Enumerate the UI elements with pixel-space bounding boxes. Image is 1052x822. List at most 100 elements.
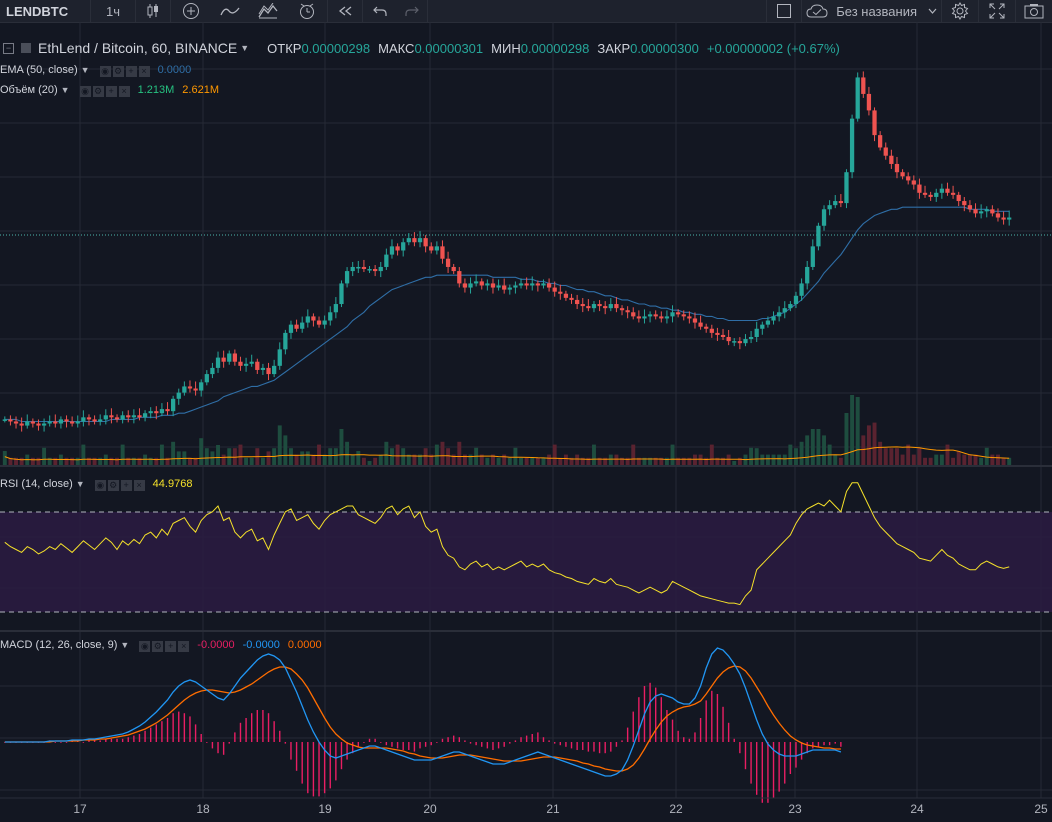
volume-bar xyxy=(810,429,815,465)
candle xyxy=(709,328,714,333)
volume-bar xyxy=(967,454,972,465)
replay-icon[interactable] xyxy=(328,0,362,22)
volume-bar xyxy=(126,457,131,465)
add-icon[interactable]: + xyxy=(120,480,132,491)
chevron-down-icon[interactable]: ▼ xyxy=(80,65,90,75)
macd-hist-bar xyxy=(166,718,169,742)
indicators-icon[interactable] xyxy=(211,0,249,22)
settings-icon[interactable]: ⚙ xyxy=(107,480,119,491)
volume-bar xyxy=(855,397,860,465)
close-icon[interactable]: × xyxy=(178,641,190,652)
alert-icon[interactable] xyxy=(287,0,327,22)
macd-hist-bar xyxy=(565,742,567,747)
financials-icon[interactable] xyxy=(249,0,287,22)
candle xyxy=(440,246,445,259)
volume-bar xyxy=(171,441,176,465)
candle xyxy=(423,238,428,247)
eye-icon[interactable]: ◉ xyxy=(79,86,91,97)
settings-icon[interactable]: ⚙ xyxy=(112,66,124,77)
macd-name[interactable]: MACD (12, 26, close, 9) xyxy=(0,639,118,651)
add-icon[interactable]: + xyxy=(125,66,137,77)
close-icon[interactable]: × xyxy=(133,480,145,491)
chevron-down-icon[interactable]: ▼ xyxy=(60,85,70,95)
chevron-down-icon[interactable]: ▼ xyxy=(75,479,85,489)
close-icon[interactable]: × xyxy=(138,66,150,77)
volume-name[interactable]: Объём (20) xyxy=(0,84,58,96)
candle xyxy=(98,419,103,422)
chart-canvas[interactable]: 17 18 19 20 21 22 23 24 25 xyxy=(0,22,1052,822)
macd-hist-bar xyxy=(436,742,438,743)
volume-bar xyxy=(87,457,91,465)
symbol-search-button[interactable]: LENDBTC xyxy=(6,3,69,19)
volume-bar xyxy=(782,454,787,465)
volume-value: 1.213M xyxy=(137,84,175,96)
add-icon[interactable]: + xyxy=(105,86,117,97)
candle xyxy=(535,283,540,286)
candle xyxy=(777,312,782,317)
camera-icon[interactable] xyxy=(1016,0,1052,22)
high-value: 0.00000301 xyxy=(414,40,484,56)
volume-bar xyxy=(277,425,282,465)
candle xyxy=(479,281,484,286)
symbol-title[interactable]: EthLend / Bitcoin, 60, BINANCE xyxy=(38,40,238,56)
volume-bar xyxy=(92,457,97,465)
add-icon[interactable]: + xyxy=(165,641,177,652)
close-icon[interactable]: × xyxy=(118,86,130,97)
candle xyxy=(159,409,165,414)
macd-hist-bar xyxy=(99,740,101,742)
undo-icon[interactable] xyxy=(363,0,397,22)
gear-icon[interactable] xyxy=(942,0,978,22)
candle xyxy=(114,417,120,420)
volume-bar xyxy=(468,454,473,465)
candle xyxy=(210,367,215,375)
settings-icon[interactable]: ⚙ xyxy=(92,86,104,97)
fullscreen-icon[interactable] xyxy=(979,0,1015,22)
candle xyxy=(434,246,439,251)
chevron-down-icon[interactable]: ▼ xyxy=(240,43,250,53)
close-label: ЗАКР xyxy=(597,40,631,56)
candle xyxy=(771,316,776,321)
candle xyxy=(844,172,849,204)
add-indicator-icon[interactable] xyxy=(171,0,211,22)
compare-checkbox-icon[interactable] xyxy=(767,0,801,22)
volume-bar xyxy=(749,447,754,465)
macd-hist-bar xyxy=(284,742,287,744)
volume-bar xyxy=(356,451,361,465)
macd-hist-bar xyxy=(312,742,315,797)
macd-hist-bar xyxy=(711,690,713,742)
pane-separator[interactable] xyxy=(0,465,1052,467)
candles-chart-type-icon[interactable] xyxy=(136,0,170,22)
rsi-name[interactable]: RSI (14, close) xyxy=(0,478,73,490)
candle xyxy=(782,308,787,313)
candle xyxy=(698,322,703,327)
volume-bar xyxy=(429,454,434,465)
volume-bar xyxy=(2,451,7,465)
settings-icon[interactable]: ⚙ xyxy=(152,641,164,652)
candle xyxy=(300,322,305,329)
volume-bar xyxy=(541,457,546,465)
chevron-down-icon[interactable] xyxy=(923,0,941,22)
layout-name[interactable]: Без названия xyxy=(836,3,917,19)
redo-icon[interactable] xyxy=(397,0,427,22)
eye-icon[interactable]: ◉ xyxy=(99,66,111,77)
candle xyxy=(109,415,114,418)
candle xyxy=(502,285,507,290)
chevron-down-icon[interactable]: ▼ xyxy=(120,640,130,650)
eye-icon[interactable]: ◉ xyxy=(139,641,151,652)
volume-bar xyxy=(137,457,142,465)
volume-bar xyxy=(973,454,978,465)
ema-name[interactable]: EMA (50, close) xyxy=(0,64,78,76)
volume-bar xyxy=(120,444,125,465)
macd-hist-bar xyxy=(374,738,376,742)
macd-hist-bar xyxy=(323,742,326,794)
eye-icon[interactable]: ◉ xyxy=(94,480,106,491)
cloud-save-icon[interactable] xyxy=(802,0,832,22)
candle xyxy=(294,324,299,329)
volume-bar xyxy=(962,454,967,465)
candle xyxy=(199,382,204,391)
interval-button[interactable]: 1ч xyxy=(105,3,120,19)
volume-bar xyxy=(457,441,462,465)
pane-separator[interactable] xyxy=(0,630,1052,632)
collapse-legend-icon[interactable]: − xyxy=(3,42,14,54)
candle xyxy=(283,332,288,350)
